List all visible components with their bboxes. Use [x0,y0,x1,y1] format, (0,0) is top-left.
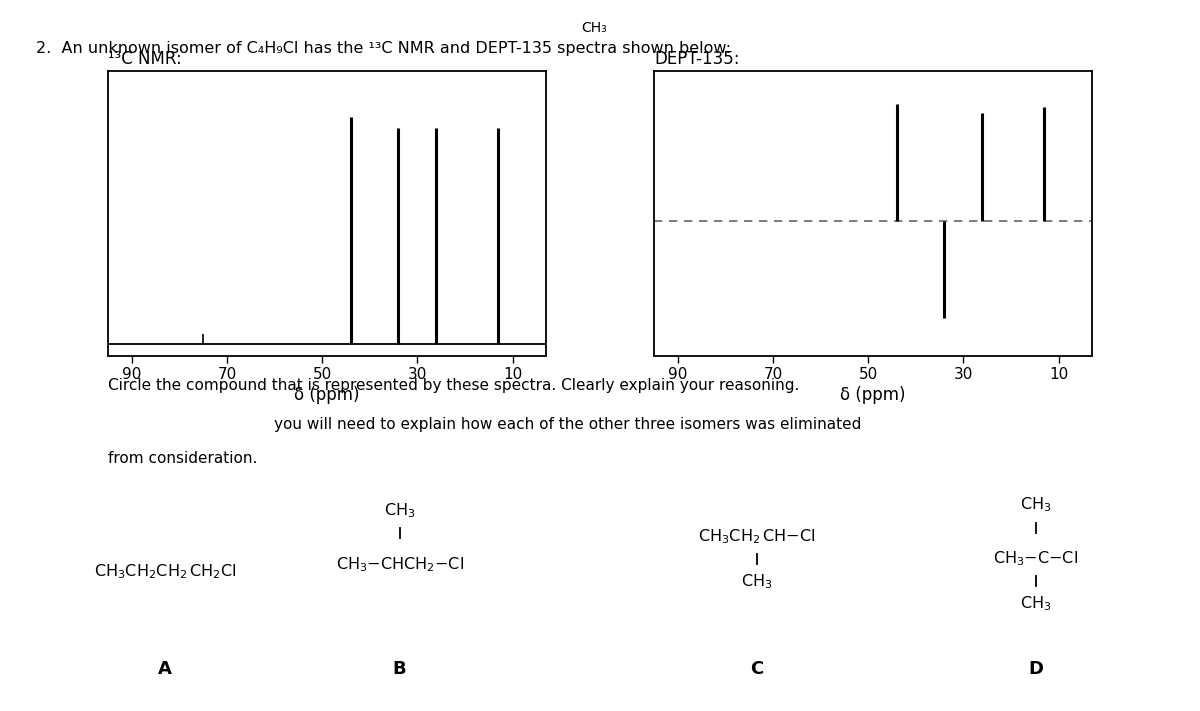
Text: you will need to explain how each of the other three isomers was eliminated: you will need to explain how each of the… [274,417,860,432]
Text: $\mathsf{CH_3}$: $\mathsf{CH_3}$ [740,572,773,592]
Text: $\mathsf{CH_3{-}C{-}Cl}$: $\mathsf{CH_3{-}C{-}Cl}$ [994,549,1079,568]
Text: $\mathsf{CH_3}$: $\mathsf{CH_3}$ [1020,496,1051,514]
X-axis label: δ (ppm): δ (ppm) [840,387,906,405]
Text: from consideration.: from consideration. [108,451,257,466]
Text: A: A [158,660,172,678]
Text: $\mathsf{CH_3CH_2\,CH{-}Cl}$: $\mathsf{CH_3CH_2\,CH{-}Cl}$ [698,527,815,546]
Text: CH₃: CH₃ [581,21,607,36]
Text: ¹³C NMR:: ¹³C NMR: [108,50,181,68]
Text: $\mathsf{CH_3{-}CHCH_2{-}Cl}$: $\mathsf{CH_3{-}CHCH_2{-}Cl}$ [336,555,463,574]
Text: $\mathsf{CH_3}$: $\mathsf{CH_3}$ [1020,594,1051,614]
Text: B: B [392,660,407,678]
Text: $\mathsf{CH_3CH_2CH_2\,CH_2Cl}$: $\mathsf{CH_3CH_2CH_2\,CH_2Cl}$ [94,562,236,580]
Text: DEPT-135:: DEPT-135: [654,50,739,68]
Text: C: C [750,660,763,678]
Text: D: D [1028,660,1043,678]
Text: $\mathsf{CH_3}$: $\mathsf{CH_3}$ [384,502,415,520]
Text: Circle the compound that is represented by these spectra. Clearly explain your r: Circle the compound that is represented … [108,378,799,393]
X-axis label: δ (ppm): δ (ppm) [294,387,360,405]
Text: 2.  An unknown isomer of C₄H₉Cl has the ¹³C NMR and DEPT-135 spectra shown below: 2. An unknown isomer of C₄H₉Cl has the ¹… [36,41,731,56]
